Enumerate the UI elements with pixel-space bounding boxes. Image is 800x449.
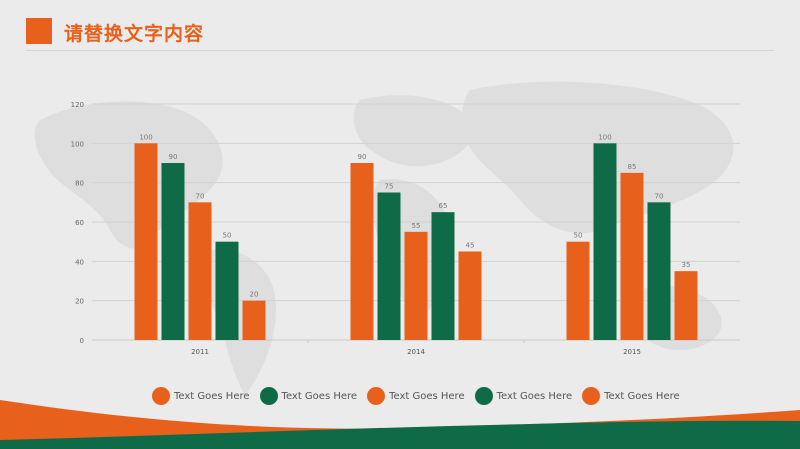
legend-item: Text Goes Here (582, 387, 680, 405)
data-label: 50 (574, 232, 583, 240)
y-tick-label: 0 (80, 337, 84, 345)
legend-swatch (259, 387, 278, 405)
legend-label: Text Goes Here (604, 390, 680, 402)
bar (134, 143, 158, 340)
bar (188, 202, 212, 340)
page-title: 请替换文字内容 (64, 23, 205, 45)
data-label: 70 (655, 192, 664, 200)
bar (593, 143, 617, 340)
data-label: 45 (466, 242, 475, 250)
data-label: 100 (598, 133, 611, 141)
legend-swatch (367, 387, 386, 405)
bar (620, 172, 644, 340)
data-label: 35 (682, 261, 691, 269)
bar (674, 271, 698, 340)
y-tick-label: 100 (71, 140, 84, 148)
bar (647, 202, 671, 340)
bar (458, 251, 482, 340)
legend-item: Text Goes Here (367, 387, 465, 405)
bar (242, 300, 266, 340)
data-label: 50 (223, 232, 232, 240)
data-label: 90 (169, 153, 178, 161)
y-tick-label: 60 (75, 219, 84, 227)
y-tick-label: 120 (71, 101, 84, 109)
data-label: 70 (196, 192, 205, 200)
legend-item: Text Goes Here (152, 387, 250, 405)
legend-label: Text Goes Here (281, 390, 358, 402)
legend-swatch (582, 387, 601, 405)
legend-swatch (152, 387, 170, 405)
data-label: 90 (358, 153, 367, 161)
legend-label: Text Goes Here (496, 390, 573, 402)
category-label: 2011 (191, 348, 209, 356)
category-label: 2015 (623, 348, 641, 356)
legend-label: Text Goes Here (389, 390, 465, 402)
bar (350, 163, 374, 340)
data-label: 65 (439, 202, 448, 210)
data-label: 100 (139, 133, 152, 141)
category-label: 2014 (407, 348, 425, 356)
bar (404, 231, 428, 340)
legend-item: Text Goes Here (474, 387, 573, 405)
bar (161, 163, 185, 340)
legend-swatch (474, 387, 493, 405)
y-tick-label: 40 (75, 258, 84, 266)
bar (431, 212, 455, 340)
legend-item: Text Goes Here (259, 387, 358, 405)
title-divider (26, 50, 774, 51)
data-label: 75 (385, 183, 394, 191)
y-tick-label: 20 (75, 298, 84, 306)
chart-legend: Text Goes Here Text Goes Here Text Goes He… (152, 385, 680, 407)
y-tick-label: 80 (75, 180, 84, 188)
title-accent-square (26, 18, 52, 44)
data-label: 85 (628, 163, 637, 171)
legend-label: Text Goes Here (174, 390, 250, 402)
data-label: 55 (412, 222, 421, 230)
bar (377, 192, 401, 340)
bar (566, 241, 590, 340)
bar (215, 241, 239, 340)
data-label: 20 (250, 291, 259, 299)
